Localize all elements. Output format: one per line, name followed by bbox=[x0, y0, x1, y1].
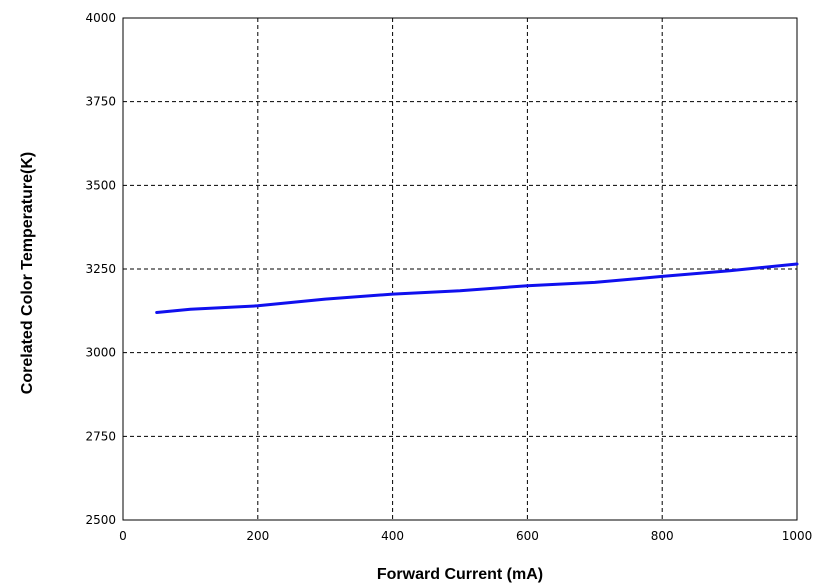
x-tick-label: 600 bbox=[516, 529, 539, 543]
y-axis-ticks: 2500 2750 3000 3250 3500 3750 4000 bbox=[85, 11, 116, 527]
plot-area bbox=[122, 17, 798, 521]
x-axis-ticks: 0 200 400 600 800 1000 bbox=[119, 529, 812, 543]
y-tick-label: 4000 bbox=[85, 11, 116, 25]
y-tick-label: 2500 bbox=[85, 513, 116, 527]
x-tick-label: 1000 bbox=[782, 529, 813, 543]
x-tick-label: 400 bbox=[381, 529, 404, 543]
x-axis-title: Forward Current (mA) bbox=[377, 566, 543, 583]
y-axis-title: Corelated Color Temperature(K) bbox=[19, 152, 36, 394]
y-tick-label: 3750 bbox=[85, 95, 116, 109]
series-group bbox=[155, 262, 799, 314]
y-tick-label: 3000 bbox=[85, 346, 116, 360]
y-tick-label: 3250 bbox=[85, 262, 116, 276]
x-tick-label: 200 bbox=[246, 529, 269, 543]
y-tick-label: 3500 bbox=[85, 178, 116, 192]
grid-lines bbox=[123, 18, 797, 520]
x-tick-label: 0 bbox=[119, 529, 127, 543]
x-tick-label: 800 bbox=[651, 529, 674, 543]
series-line bbox=[155, 262, 799, 314]
y-tick-label: 2750 bbox=[85, 429, 116, 443]
